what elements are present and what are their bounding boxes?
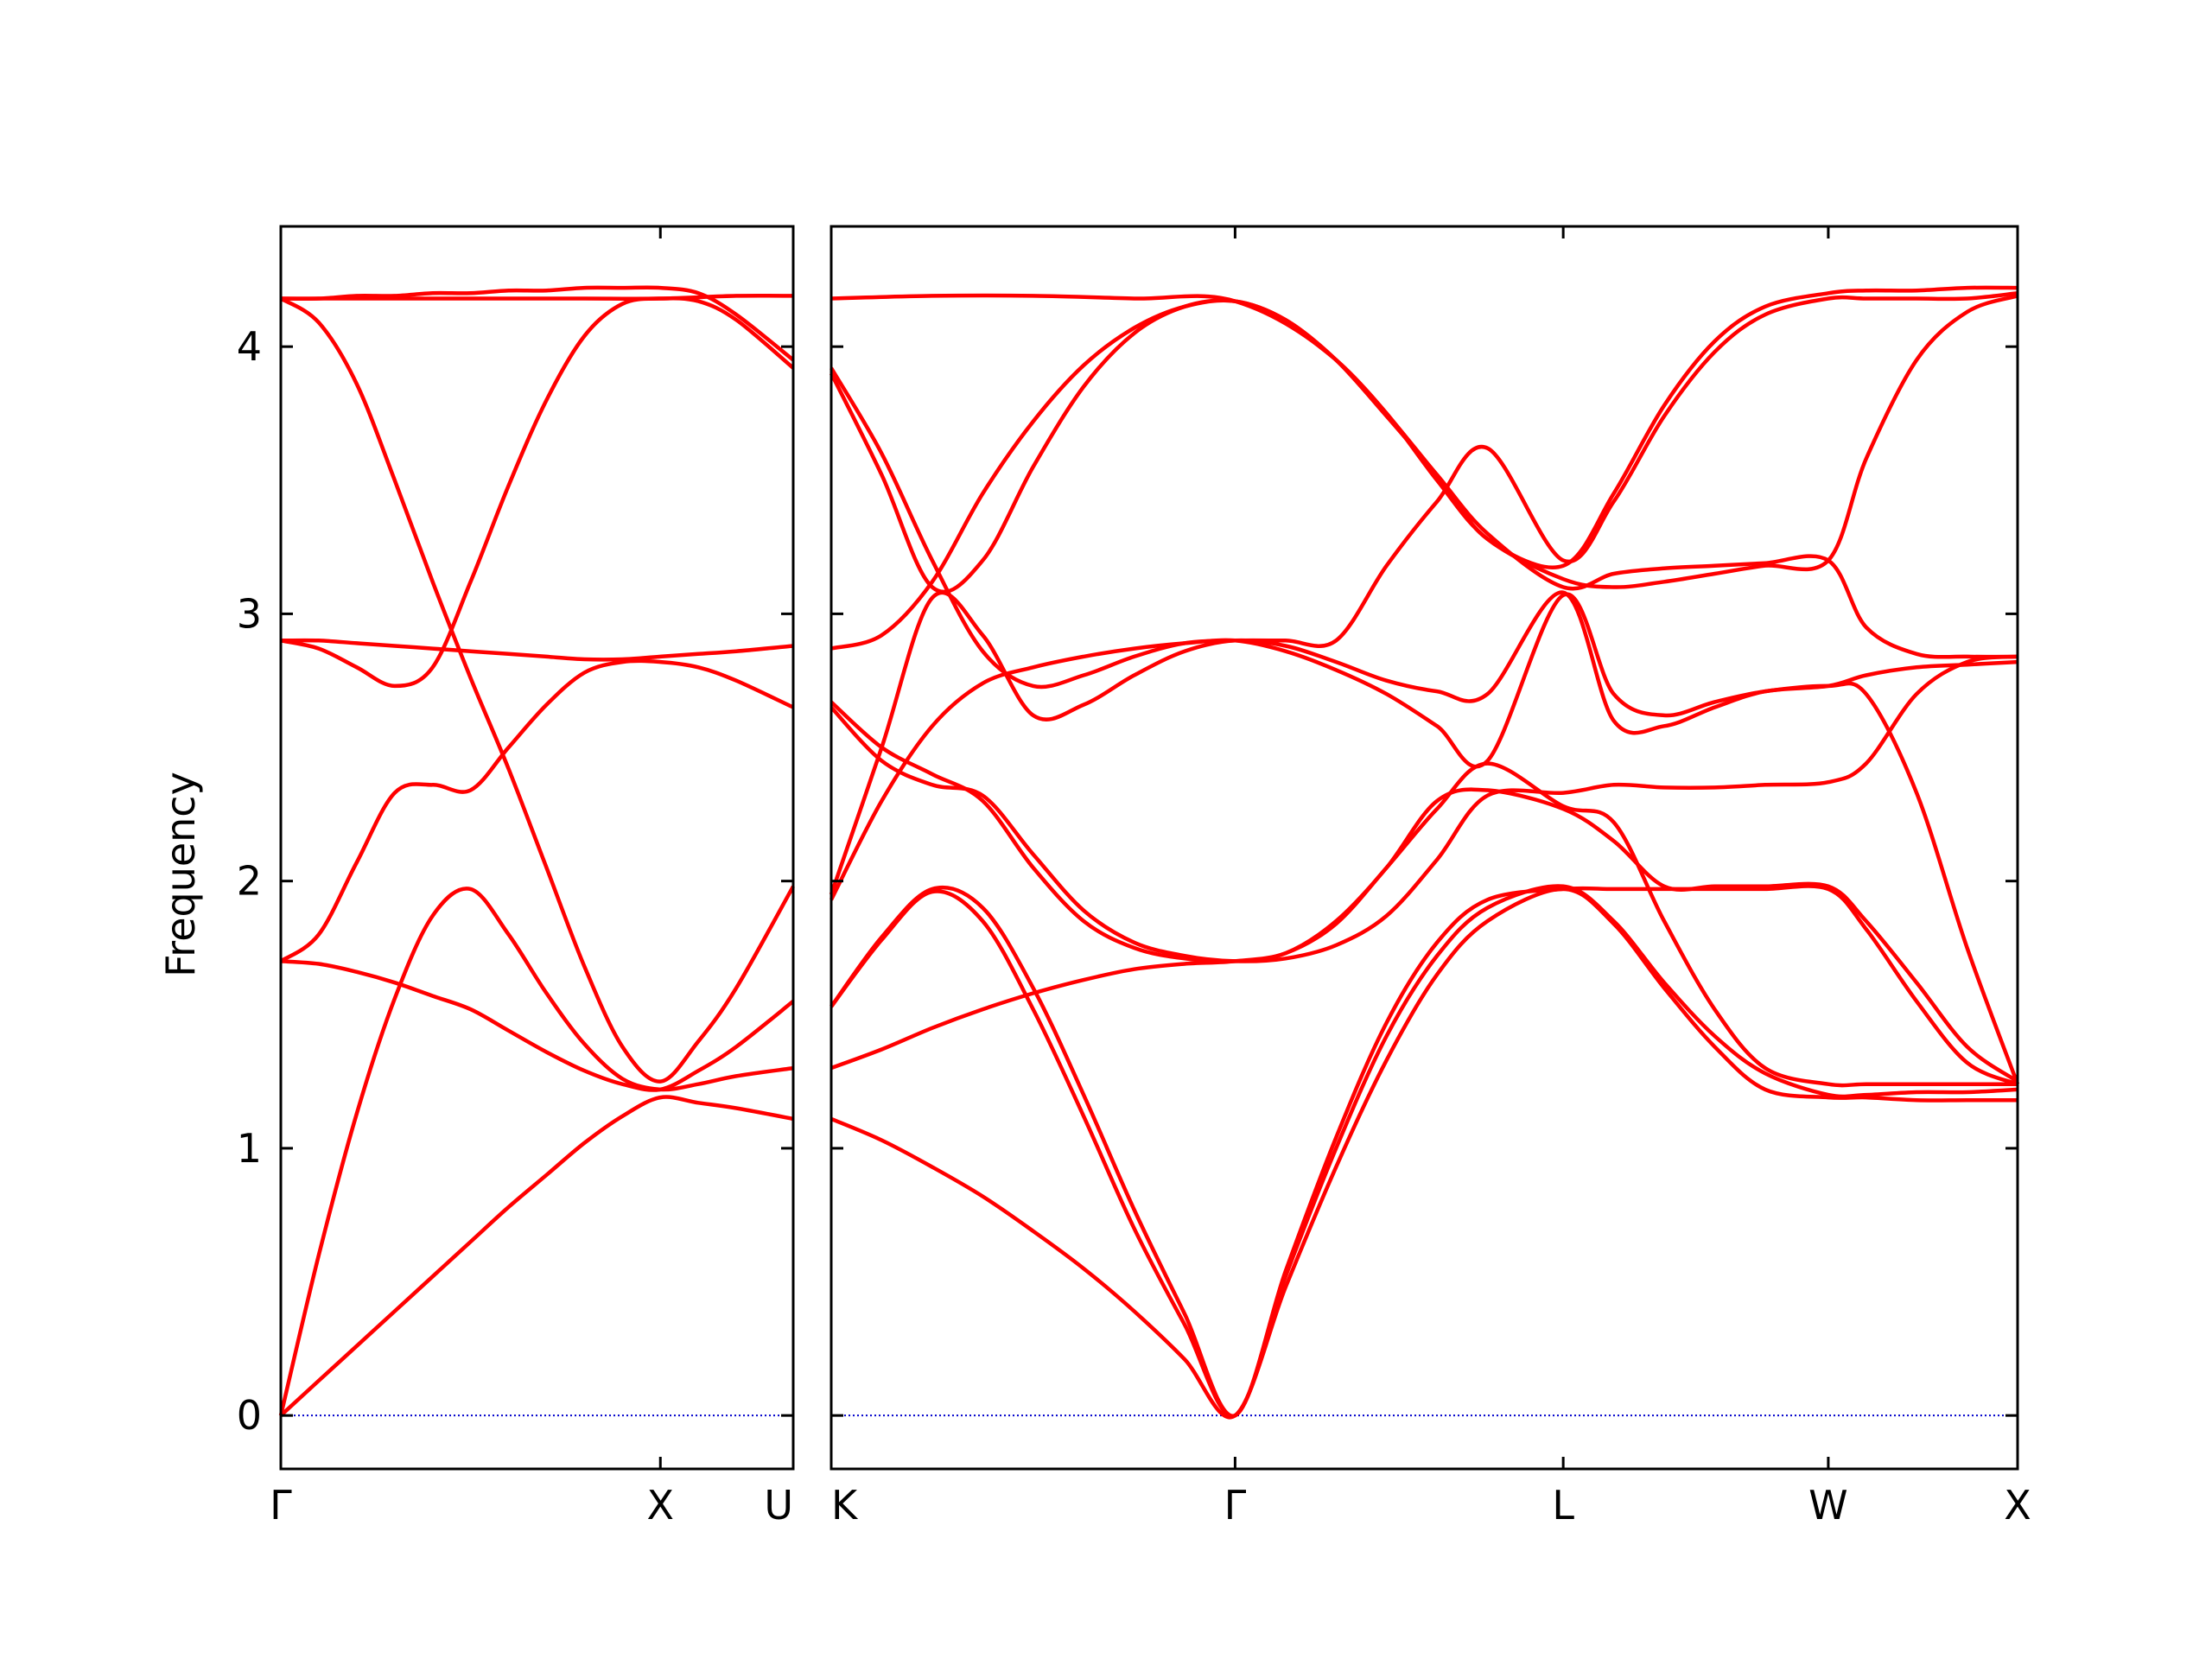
panel-gamma-x-u: 0 1 2 3 4 Γ X U bbox=[237, 225, 795, 1529]
x-tick-label: Γ bbox=[270, 1482, 292, 1529]
panel-frame bbox=[830, 225, 2019, 1471]
band-gamma-x-u-7 bbox=[279, 296, 795, 1084]
band-gamma-x-u-1 bbox=[279, 1095, 794, 1417]
band-k-gamma-l-w-x-11 bbox=[830, 291, 2018, 690]
panel-frame bbox=[279, 225, 795, 1471]
x-tick-label: X bbox=[2004, 1482, 2031, 1529]
band-k-gamma-l-w-x-4 bbox=[830, 761, 2018, 1088]
band-k-gamma-l-w-x-6 bbox=[829, 590, 2018, 895]
y-tick-label: 0 bbox=[237, 1392, 262, 1439]
y-tick-label: 2 bbox=[237, 858, 262, 905]
band-k-gamma-l-w-x-8 bbox=[830, 700, 2019, 1084]
band-gamma-x-u-8 bbox=[280, 285, 795, 362]
band-k-gamma-l-w-x-5 bbox=[829, 592, 2020, 1085]
y-axis-label: Frequency bbox=[157, 772, 204, 977]
band-k-gamma-l-w-x-10 bbox=[829, 294, 2018, 594]
band-gamma-x-u-2 bbox=[278, 887, 794, 1416]
x-tick-label: X bbox=[647, 1482, 675, 1529]
x-tick-label: L bbox=[1552, 1482, 1574, 1529]
band-k-gamma-l-w-x-7 bbox=[830, 654, 2018, 963]
band-gamma-x-u-4 bbox=[279, 658, 794, 963]
band-k-gamma-l-w-x-3 bbox=[830, 884, 2018, 1418]
band-k-gamma-l-w-x-1 bbox=[830, 887, 2018, 1420]
y-tick-label: 1 bbox=[237, 1125, 262, 1172]
band-k-gamma-l-w-x-9 bbox=[830, 298, 2018, 659]
x-tick-label: Γ bbox=[1224, 1482, 1247, 1529]
band-k-gamma-l-w-x-2 bbox=[830, 884, 2018, 1418]
band-gamma-x-u-5 bbox=[280, 296, 795, 689]
y-tick-label: 4 bbox=[237, 323, 262, 370]
band-gamma-x-u-6 bbox=[280, 638, 794, 662]
y-tick-label: 3 bbox=[237, 590, 262, 637]
plot-panels: 0 1 2 3 4 Γ X U K Γ L W X bbox=[237, 225, 2031, 1529]
x-tick-label: U bbox=[764, 1482, 793, 1529]
band-gamma-x-u-9 bbox=[281, 293, 794, 301]
band-gamma-x-u-3 bbox=[280, 959, 795, 1092]
x-tick-label: K bbox=[831, 1482, 859, 1529]
band-k-gamma-l-w-x-12 bbox=[830, 285, 2018, 569]
x-tick-label: W bbox=[1808, 1482, 1847, 1529]
